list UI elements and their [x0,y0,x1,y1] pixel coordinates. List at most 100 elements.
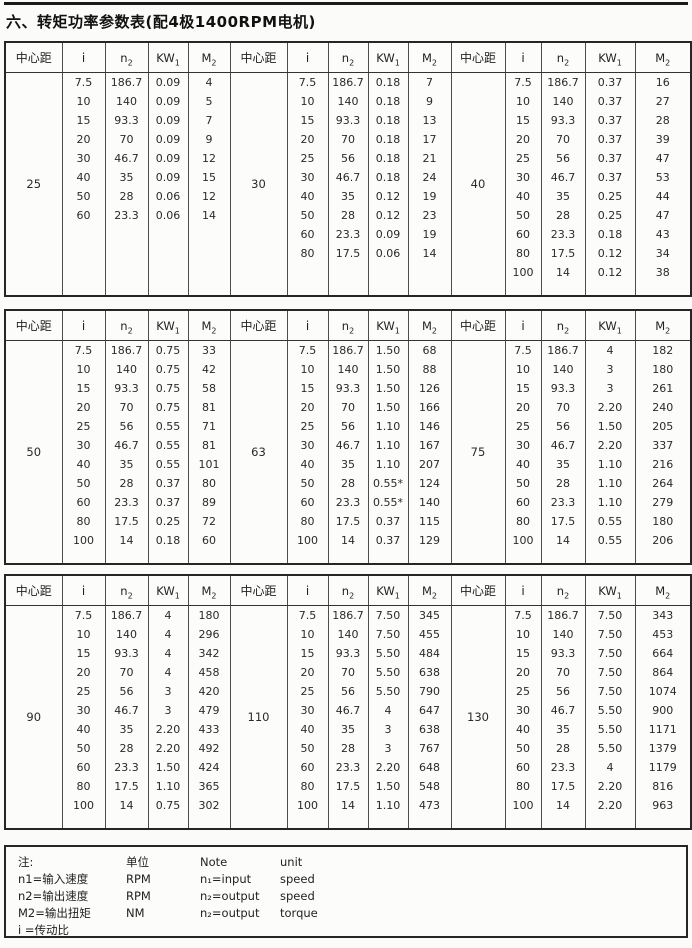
kw1-value: 3 [367,739,409,758]
table-row: 30 46.7 0.55 81 30 46.7 1.10 167 30 46.7 2.20 337 [5,436,692,455]
table-row: 25 56 3 420 25 56 5.50 790 25 56 7.50 1074 [5,682,692,701]
ratio-value: 30 [504,701,542,720]
ratio-value: 50 [61,187,106,206]
kw1-value: 5.50 [584,720,636,739]
note-cell: n₁=input [200,872,252,886]
spacer-cell [104,282,149,296]
kw1-value: 1.50 [367,777,409,796]
table-row: 50 7.5 186.7 0.75 33 63 7.5 186.7 1.50 68 75 7.5 186… [4,340,692,564]
m2-value: 458 [187,663,231,682]
ratio-value: 7.5 [504,605,542,625]
n2-value: 14 [327,796,369,815]
spacer-cell [187,282,231,296]
ratio-value: 20 [286,398,329,417]
n2-value: 56 [327,417,369,436]
kw1-value: 4 [147,644,189,663]
kw1-value [147,225,189,244]
m2-value: 453 [634,625,692,644]
m2-value: 7 [187,111,231,130]
header-kw1: KW1 [367,310,409,341]
m2-value: 167 [407,436,452,455]
n2-value: 46.7 [327,436,369,455]
ratio-value: 20 [61,398,106,417]
ratio-value: 7.5 [286,72,329,92]
kw1-value: 2.20 [147,720,189,739]
ratio-value: 20 [286,663,329,682]
m2-value: 963 [634,796,692,815]
ratio-value: 20 [61,130,106,149]
m2-value: 767 [407,739,452,758]
header-ratio: i [504,575,542,606]
n2-value: 14 [104,531,149,550]
spacer-cell [407,815,452,829]
ratio-value: 10 [61,360,106,379]
m2-value: 71 [187,417,231,436]
spacer-cell [61,550,106,564]
m2-value: 140 [407,493,452,512]
ratio-value: 15 [61,111,106,130]
kw1-value: 0.18 [367,92,409,111]
ratio-value: 25 [504,149,542,168]
center-distance-value: 25 [4,72,63,296]
table-row: 10 140 4 296 10 140 7.50 455 10 140 7.50 453 [5,625,692,644]
m2-value: 124 [407,474,452,493]
m2-value: 14 [407,244,452,263]
kw1-value: 0.18 [367,111,409,130]
ratio-value: 60 [286,758,329,777]
header-m2: M2 [634,575,692,606]
n2-value: 70 [540,130,586,149]
note-cell [200,922,280,939]
center-distance-value: 75 [450,340,506,564]
spacer-cell [187,550,231,564]
kw1-value: 0.12 [584,244,636,263]
ratio-value: 80 [286,244,329,263]
m2-value: 23 [407,206,452,225]
n2-value: 93.3 [540,644,586,663]
ratio-value: 80 [286,777,329,796]
table-row: 15 93.3 4 342 15 93.3 5.50 484 15 93.3 7.50 664 [5,644,692,663]
kw1-value: 0.75 [147,796,189,815]
m2-value: 9 [187,130,231,149]
n2-value: 17.5 [540,244,586,263]
m2-value: 205 [634,417,692,436]
param-table-2: 中心距 i n2 KW1 M2 中心距 i n2 KW1 M2 中心距 i n2 KW1 M2 50 7.5 18… [4,309,692,565]
kw1-value: 0.75 [147,379,189,398]
header-kw1: KW1 [367,42,409,73]
spacer-cell [61,815,106,829]
ratio-value: 60 [286,225,329,244]
spacer-row [5,550,692,564]
n2-value: 186.7 [327,72,369,92]
kw1-value: 0.37 [367,531,409,550]
m2-value: 279 [634,493,692,512]
spacer-cell [504,815,542,829]
ratio-value: 80 [61,777,106,796]
kw1-value: 2.20 [367,758,409,777]
ratio-value: 30 [61,701,106,720]
m2-value: 216 [634,455,692,474]
kw1-value: 0.09 [367,225,409,244]
kw1-value: 4 [584,340,636,360]
ratio-value: 15 [504,111,542,130]
m2-value: 1179 [634,758,692,777]
ratio-value: 10 [61,625,106,644]
center-distance-value: 50 [4,340,63,564]
header-row: 中心距 i n2 KW1 M2 中心距 i n2 KW1 M2 中心距 i n2 KW1 M2 [4,42,692,73]
n2-value: 35 [540,455,586,474]
kw1-value: 0.75 [147,398,189,417]
kw1-value: 7.50 [584,605,636,625]
n2-value: 93.3 [327,644,369,663]
kw1-value: 4 [584,758,636,777]
m2-value: 34 [634,244,692,263]
m2-value: 129 [407,531,452,550]
header-center-distance: 中心距 [4,575,63,606]
kw1-value: 0.09 [147,168,189,187]
ratio-value: 60 [286,493,329,512]
note-cell [280,922,686,939]
n2-value: 46.7 [327,168,369,187]
spacer-cell [407,282,452,296]
table-row: 30 46.7 0.09 12 25 56 0.18 21 25 56 0.37 47 [5,149,692,168]
table-row: 40 35 0.09 15 30 46.7 0.18 24 30 46.7 0.37 53 [5,168,692,187]
ratio-value: 10 [504,92,542,111]
ratio-value: 60 [504,493,542,512]
m2-value: 9 [407,92,452,111]
